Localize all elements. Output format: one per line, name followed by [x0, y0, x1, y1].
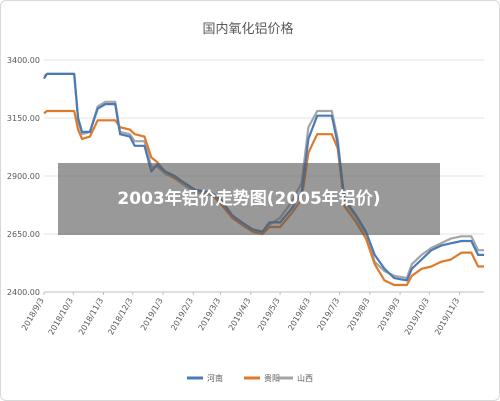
x-tick-label: 2019/1/3 [139, 297, 165, 333]
caption-text: 2003年铝价走势图(2005年铝价) [117, 188, 381, 209]
x-tick-label: 2018/9/3 [20, 297, 46, 333]
legend: 河南 贵阳 山西 [187, 373, 313, 383]
y-axis: 3400.00 3150.00 2900.00 2650.00 2400.00 [7, 56, 40, 297]
x-tick-label: 2019/7/3 [316, 297, 342, 333]
y-tick-label: 2650.00 [7, 230, 40, 239]
x-tick-label: 2019/9/3 [376, 297, 402, 333]
y-tick-label: 2900.00 [7, 172, 40, 181]
legend-label: 河南 [207, 373, 223, 383]
y-tick-label: 3400.00 [7, 56, 40, 65]
x-tick-label: 2019/5/3 [256, 297, 282, 333]
x-tick-label: 2018/10/3 [47, 297, 75, 337]
x-tick-label: 2019/2/3 [169, 297, 195, 333]
x-tick-label: 2019/10/3 [403, 297, 431, 337]
legend-label: 山西 [297, 373, 313, 383]
x-tick-label: 2019/11/3 [433, 297, 461, 337]
y-tick-label: 3150.00 [7, 114, 40, 123]
caption-overlay: 2003年铝价走势图(2005年铝价) [58, 163, 440, 235]
y-tick-label: 2400.00 [7, 288, 40, 297]
x-tick-label: 2019/8/3 [346, 297, 372, 333]
x-tick-label: 2019/3/3 [197, 297, 223, 333]
x-tick-label: 2018/11/3 [77, 297, 105, 337]
legend-label: 贵阳 [264, 373, 280, 383]
chart-title: 国内氧化铝价格 [202, 21, 293, 37]
x-tick-label: 2019/4/3 [227, 297, 253, 333]
x-tick-label: 2018/12/3 [106, 297, 134, 337]
x-axis: 2018/9/3 2018/10/3 2018/11/3 2018/12/3 2019/… [20, 292, 461, 337]
x-tick-label: 2019/6/3 [286, 297, 312, 333]
